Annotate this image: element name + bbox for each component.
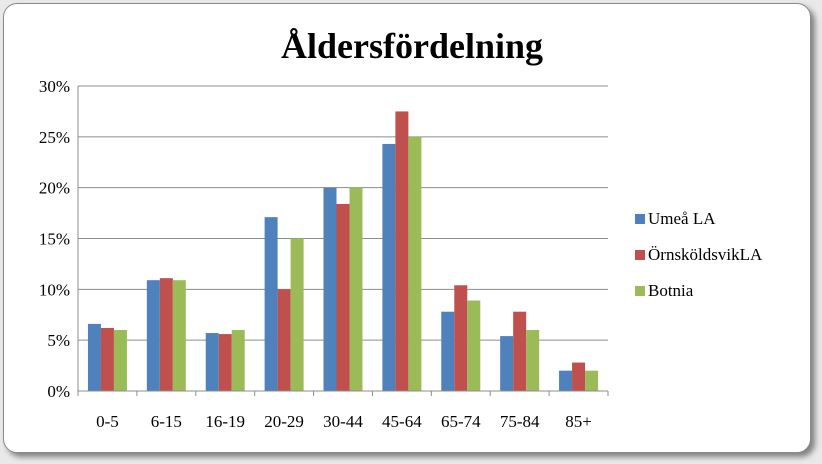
y-tick-label: 10% (39, 280, 70, 299)
x-tick-label: 85+ (565, 412, 592, 431)
bar (467, 300, 481, 391)
bar (323, 187, 337, 391)
bar (172, 280, 186, 391)
bar (336, 203, 350, 391)
legend-label: Umeå LA (648, 209, 716, 228)
x-tick-label: 65-74 (441, 412, 481, 431)
bars (87, 111, 599, 392)
x-tick-label: 0-5 (96, 412, 119, 431)
chart-frame: Åldersfördelning 0% 5% 10% 15% 20% 25% 30% 0-5… (3, 3, 811, 453)
legend-swatch (635, 286, 645, 296)
bar (526, 330, 540, 391)
y-tick-label: 25% (39, 128, 70, 147)
bar (572, 362, 586, 391)
bar (441, 311, 455, 391)
bar (513, 311, 527, 391)
bar (408, 136, 422, 391)
legend: Umeå LA ÖrnsköldsvikLA Botnia (635, 209, 763, 300)
bar (205, 333, 219, 391)
bar (87, 323, 101, 391)
bar (100, 327, 114, 391)
y-tick-labels: 0% 5% 10% 15% 20% 25% 30% (39, 77, 70, 401)
x-tick-label: 16-19 (205, 412, 245, 431)
bar (218, 334, 232, 391)
bar (395, 111, 409, 392)
bar (264, 217, 278, 391)
bar (585, 370, 599, 391)
bar (113, 330, 127, 391)
bar (500, 336, 514, 391)
y-tick-label: 20% (39, 179, 70, 198)
legend-label: Botnia (648, 281, 694, 300)
x-tick-label: 75-84 (500, 412, 540, 431)
bar (382, 143, 396, 391)
x-tick-label: 30-44 (323, 412, 363, 431)
x-tick-label: 45-64 (382, 412, 422, 431)
bar (277, 289, 291, 391)
bar (159, 278, 173, 391)
bar (290, 238, 304, 391)
x-tick-labels: 0-5 6-15 16-19 20-29 30-44 45-64 65-74 75-84 85+ (96, 412, 592, 431)
legend-swatch (635, 250, 645, 260)
y-tick-label: 5% (47, 331, 70, 350)
y-tick-label: 15% (39, 230, 70, 249)
bar (559, 370, 573, 391)
bar (231, 330, 245, 391)
axes (77, 86, 609, 396)
legend-swatch (635, 214, 645, 224)
chart-title: Åldersfördelning (281, 26, 543, 66)
y-tick-label: 0% (47, 382, 70, 401)
bar (454, 285, 468, 391)
x-tick-label: 6-15 (151, 412, 182, 431)
bar (146, 280, 160, 391)
bar (349, 187, 363, 391)
chart: Åldersfördelning 0% 5% 10% 15% 20% 25% 30% 0-5… (39, 26, 763, 431)
legend-label: ÖrnsköldsvikLA (648, 245, 763, 264)
y-tick-label: 30% (39, 77, 70, 96)
x-tick-label: 20-29 (264, 412, 304, 431)
